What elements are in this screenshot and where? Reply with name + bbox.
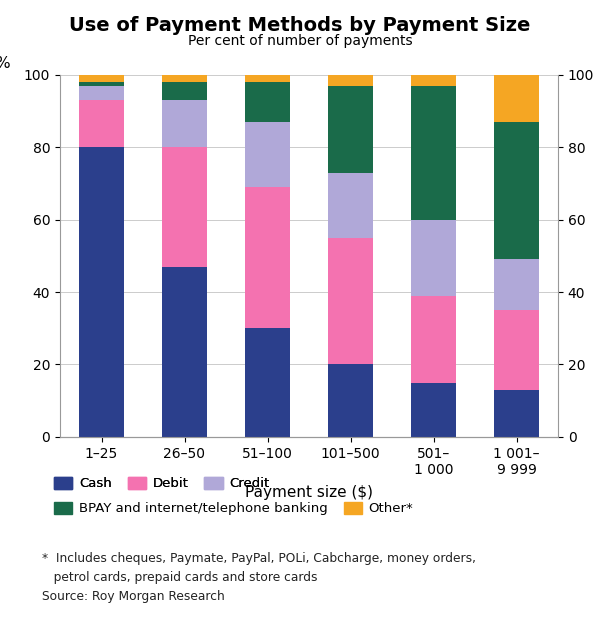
Bar (79, 100, 124, 147)
Bar (79, 82, 124, 85)
Bar (161, 82, 208, 100)
Bar (245, 75, 290, 82)
Bar (245, 187, 290, 328)
X-axis label: Payment size ($): Payment size ($) (245, 485, 373, 500)
Bar (410, 85, 457, 220)
Text: *  Includes cheques, Paymate, PayPal, POLi, Cabcharge, money orders,: * Includes cheques, Paymate, PayPal, POL… (42, 552, 476, 565)
Text: Source: Roy Morgan Research: Source: Roy Morgan Research (42, 590, 225, 603)
Bar (161, 147, 208, 266)
Bar (79, 75, 124, 82)
Bar (328, 85, 373, 173)
Bar (328, 173, 373, 238)
Legend: Cash, Debit, Credit: Cash, Debit, Credit (49, 471, 275, 495)
Bar (410, 220, 457, 296)
Bar (79, 147, 124, 437)
Bar (161, 266, 208, 437)
Text: petrol cards, prepaid cards and store cards: petrol cards, prepaid cards and store ca… (42, 571, 317, 584)
Bar (494, 75, 539, 122)
Bar (410, 383, 457, 437)
Bar (245, 122, 290, 187)
Text: Per cent of number of payments: Per cent of number of payments (188, 34, 412, 48)
Bar (328, 75, 373, 85)
Bar (410, 75, 457, 85)
Bar (161, 75, 208, 82)
Bar (328, 238, 373, 364)
Text: Use of Payment Methods by Payment Size: Use of Payment Methods by Payment Size (70, 16, 530, 34)
Bar (79, 85, 124, 100)
Legend: BPAY and internet/telephone banking, Other*: BPAY and internet/telephone banking, Oth… (49, 496, 419, 520)
Bar (245, 328, 290, 437)
Bar (494, 310, 539, 390)
Text: %: % (0, 56, 10, 71)
Bar (494, 260, 539, 310)
Bar (494, 122, 539, 260)
Bar (161, 100, 208, 147)
Bar (410, 296, 457, 383)
Bar (245, 82, 290, 122)
Bar (328, 364, 373, 437)
Bar (494, 390, 539, 437)
